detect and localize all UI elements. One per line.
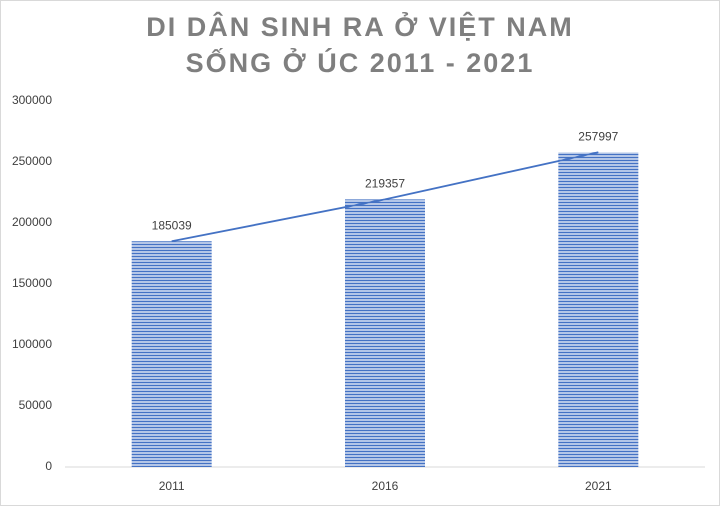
bar	[345, 199, 425, 467]
bar	[558, 152, 639, 467]
trend-line	[171, 151, 599, 243]
data-label: 185039	[152, 218, 192, 232]
y-tick-label: 200000	[12, 215, 52, 229]
data-label: 257997	[578, 129, 618, 143]
x-tick-label: 2021	[585, 479, 612, 493]
x-tick-label: 2011	[159, 479, 185, 493]
y-tick-label: 150000	[12, 276, 52, 290]
y-tick-label: 0	[45, 459, 52, 473]
y-tick-label: 300000	[12, 93, 52, 107]
x-tick-label: 2016	[372, 479, 399, 493]
bar	[131, 241, 212, 467]
y-tick-label: 50000	[19, 398, 53, 412]
data-label: 219357	[365, 177, 405, 191]
chart-title: SỐNG Ở ÚC 2011 - 2021	[186, 46, 535, 78]
y-tick-label: 100000	[12, 337, 52, 351]
chart-title: DI DÂN SINH RA Ở VIỆT NAM	[146, 10, 574, 42]
y-tick-label: 250000	[12, 154, 52, 168]
